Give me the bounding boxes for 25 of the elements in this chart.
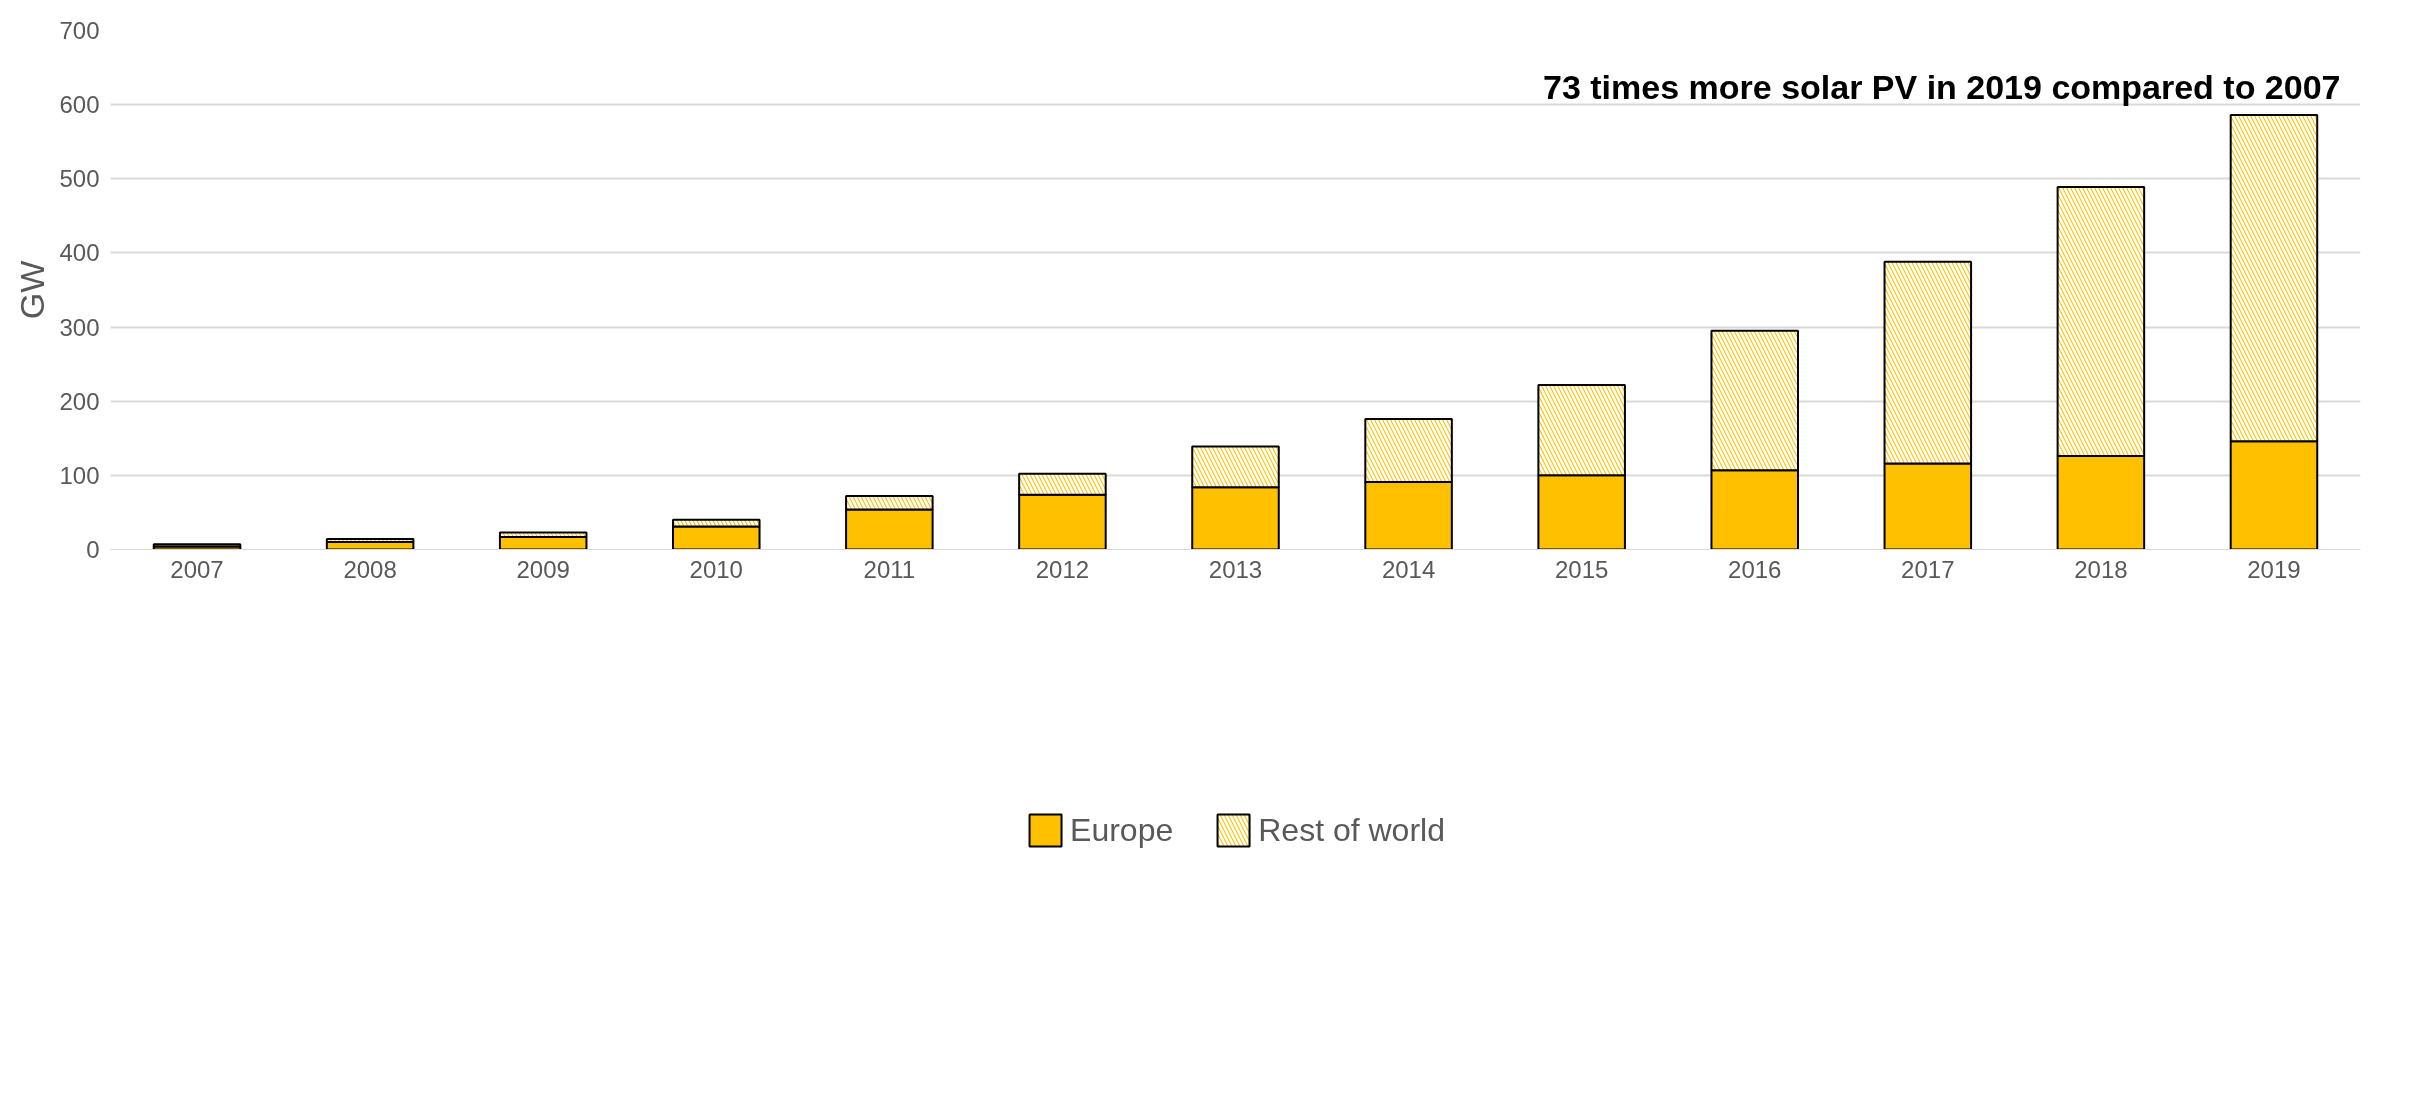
x-tick-label: 2010	[689, 555, 743, 583]
x-tick-label: 2014	[1381, 555, 1436, 583]
x-tick-label: 2009	[516, 555, 570, 583]
annotation: 73 times more solar PV in 2019 compared to 2007	[1543, 67, 2341, 106]
y-tick-label: 200	[59, 387, 100, 415]
y-tick-label: 400	[59, 239, 100, 267]
y-tick-label: 100	[59, 461, 100, 489]
y-axis-title: GW	[13, 260, 52, 320]
y-tick-label: 700	[59, 17, 100, 44]
x-tick-label: 2015	[1554, 555, 1609, 583]
x-tick-label: 2016	[1728, 555, 1782, 583]
x-tick-label: 2011	[863, 555, 916, 583]
x-tick-label: 2013	[1208, 555, 1263, 583]
legend-label: Rest of world	[1258, 811, 1445, 849]
y-tick-label: 0	[86, 536, 100, 563]
y-tick-label: 600	[59, 91, 100, 119]
legend-label: Europe	[1070, 811, 1174, 849]
x-tick-label: 2018	[2074, 555, 2128, 583]
x-tick-label: 2017	[1901, 555, 1955, 583]
y-tick-label: 300	[59, 313, 100, 341]
x-tick-label: 2007	[170, 555, 224, 583]
x-tick-label: 2008	[343, 555, 397, 583]
x-tick-label: 2019	[2247, 555, 2301, 583]
y-tick-label: 500	[59, 165, 100, 193]
x-tick-label: 2012	[1035, 555, 1090, 583]
